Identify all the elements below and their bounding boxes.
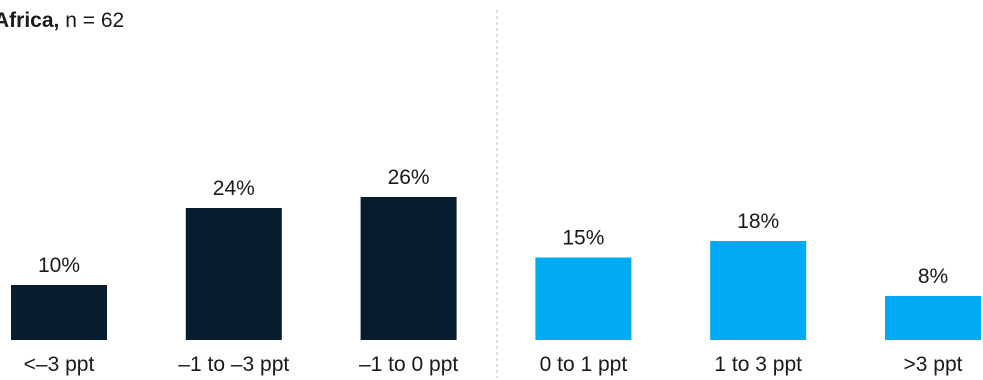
bar-5 bbox=[885, 296, 981, 340]
data-label-2: 26% bbox=[388, 166, 430, 189]
category-label-1: –1 to –3 ppt bbox=[178, 353, 289, 376]
category-label-2: –1 to 0 ppt bbox=[359, 353, 458, 376]
category-label-4: 1 to 3 ppt bbox=[714, 353, 802, 376]
data-label-0: 10% bbox=[38, 254, 80, 277]
data-label-1: 24% bbox=[213, 177, 255, 200]
bar-2 bbox=[360, 197, 457, 340]
category-label-5: >3 ppt bbox=[904, 353, 963, 376]
data-label-3: 15% bbox=[562, 227, 604, 250]
chart-title-region: Africa, bbox=[0, 9, 60, 32]
chart-title: Africa, n = 62 bbox=[0, 8, 124, 34]
category-label-0: <–3 ppt bbox=[24, 353, 95, 376]
data-label-5: 8% bbox=[918, 265, 948, 288]
bar-0 bbox=[11, 285, 107, 340]
data-label-4: 18% bbox=[737, 210, 779, 233]
chart-title-sample-size: n = 62 bbox=[65, 9, 125, 32]
bar-4 bbox=[710, 241, 807, 340]
bar-1 bbox=[185, 208, 282, 340]
bar-3 bbox=[535, 257, 632, 340]
category-label-3: 0 to 1 ppt bbox=[540, 353, 628, 376]
